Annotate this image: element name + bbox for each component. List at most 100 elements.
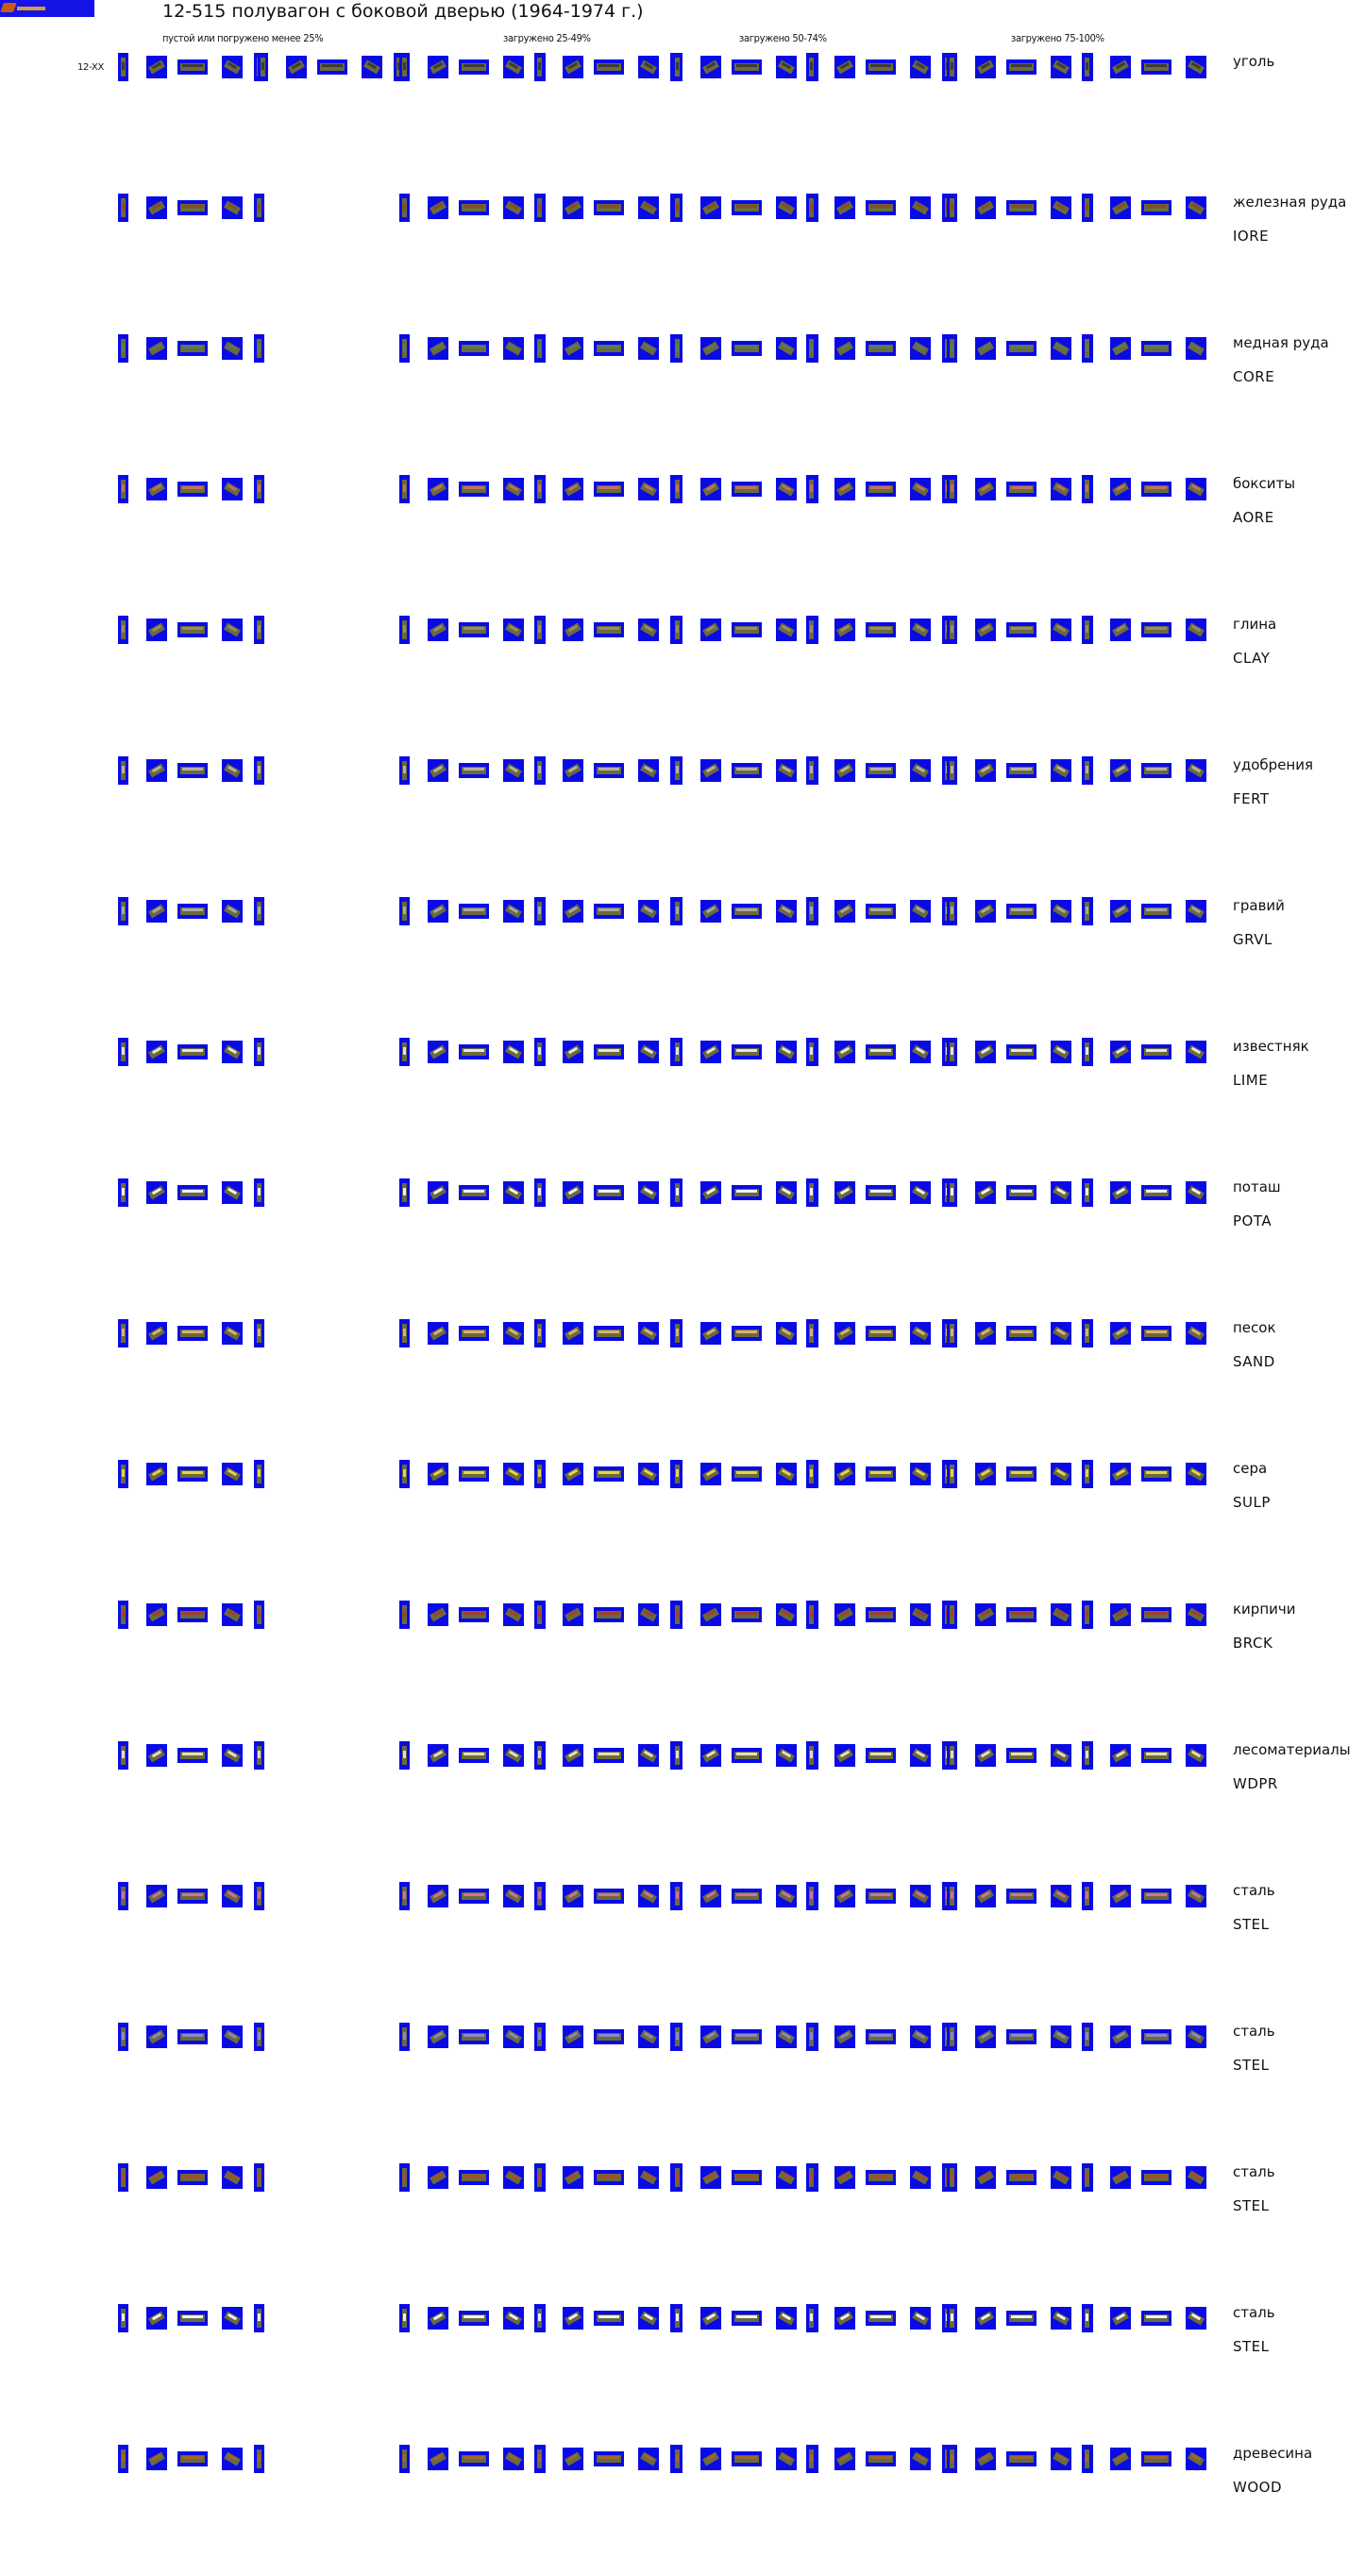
wagon-sprite bbox=[177, 904, 208, 919]
cargo-load-icon bbox=[122, 625, 125, 633]
cargo-load-icon bbox=[598, 346, 619, 348]
wagon-sprite bbox=[776, 1463, 797, 1485]
wagon-sprite bbox=[177, 1607, 208, 1622]
wagon-sprite bbox=[1006, 622, 1036, 637]
wagon-sprite bbox=[732, 1185, 762, 1200]
cargo-load-icon bbox=[951, 62, 953, 70]
cargo-load-icon bbox=[403, 62, 406, 70]
wagon-body-icon bbox=[734, 1892, 759, 1900]
wagon-sprite bbox=[947, 1319, 957, 1347]
wagon-sprite bbox=[146, 1744, 167, 1767]
wagon-body-icon bbox=[1144, 907, 1169, 915]
wagon-sprite bbox=[834, 2307, 855, 2330]
cargo-load-icon bbox=[122, 1047, 125, 1055]
cargo-load-icon bbox=[676, 1188, 679, 1195]
cargo-load-icon bbox=[538, 1751, 541, 1758]
wagon-sprite bbox=[672, 616, 682, 644]
column-header-75: загружено 75-100% bbox=[1011, 32, 1104, 44]
wagon-body-icon bbox=[1009, 1470, 1034, 1478]
cargo-load-icon bbox=[1086, 1188, 1088, 1195]
cargo-code: WDPR bbox=[1233, 1775, 1278, 1792]
cargo-load-icon bbox=[1146, 205, 1167, 208]
cargo-load-icon bbox=[598, 205, 619, 208]
wagon-body-icon bbox=[868, 1330, 893, 1337]
wagon-sprite bbox=[177, 1326, 208, 1341]
cargo-load-icon bbox=[403, 1188, 406, 1195]
cargo-load-icon bbox=[736, 627, 757, 630]
cargo-load-icon bbox=[182, 1612, 203, 1615]
wagon-sprite bbox=[563, 1744, 583, 1767]
wagon-sprite bbox=[806, 2163, 817, 2192]
wagon-sprite bbox=[672, 1601, 682, 1629]
wagon-body-icon bbox=[734, 1048, 759, 1056]
page-title: 12-515 полувагон с боковой дверью (1964-… bbox=[162, 1, 644, 22]
cargo-load-icon bbox=[538, 1329, 541, 1336]
wagon-body-icon bbox=[180, 204, 205, 212]
cargo-load-icon bbox=[182, 1471, 203, 1474]
wagon-body-icon bbox=[1144, 345, 1169, 352]
wagon-sprite bbox=[1141, 904, 1171, 919]
wagon-sprite bbox=[806, 2023, 817, 2051]
wagon-sprite bbox=[1110, 2025, 1131, 2048]
wagon-sprite bbox=[910, 2025, 931, 2048]
wagon-sprite bbox=[399, 475, 410, 503]
wagon-sprite bbox=[910, 619, 931, 641]
cargo-load-icon bbox=[1011, 2034, 1032, 2037]
cargo-load-icon bbox=[1086, 344, 1088, 351]
wagon-body-icon bbox=[734, 626, 759, 634]
wagon-sprite bbox=[459, 2451, 489, 2466]
cargo-name: сталь bbox=[1233, 2163, 1275, 2180]
wagon-sprite bbox=[254, 2163, 264, 2192]
wagon-sprite bbox=[1110, 2448, 1131, 2470]
wagon-sprite bbox=[254, 1038, 264, 1066]
wagon-sprite bbox=[254, 1178, 264, 1207]
cargo-name: уголь bbox=[1233, 53, 1275, 70]
cargo-load-icon bbox=[736, 2175, 757, 2178]
wagon-body-icon bbox=[597, 1189, 621, 1196]
wagon-sprite bbox=[534, 616, 545, 644]
wagon-sprite bbox=[534, 1178, 545, 1207]
wagon-body-icon bbox=[597, 63, 621, 71]
wagon-sprite bbox=[947, 2023, 957, 2051]
wagon-sprite bbox=[776, 1744, 797, 1767]
wagon-sprite bbox=[534, 1882, 545, 1910]
wagon-sprite bbox=[1186, 1885, 1206, 1907]
wagon-sprite bbox=[1006, 1748, 1036, 1763]
wagon-sprite bbox=[222, 2025, 243, 2048]
wagon-sprite bbox=[563, 56, 583, 78]
wagon-sprite bbox=[866, 1185, 896, 1200]
wagon-sprite bbox=[975, 1322, 996, 1345]
wagon-sprite bbox=[638, 2448, 659, 2470]
wagon-sprite bbox=[1186, 478, 1206, 500]
cargo-load-icon bbox=[676, 907, 679, 914]
wagon-sprite bbox=[672, 1178, 682, 1207]
cargo-load-icon bbox=[258, 2313, 261, 2321]
wagon-sprite bbox=[975, 1603, 996, 1626]
wagon-sprite bbox=[732, 1607, 762, 1622]
wagon-sprite bbox=[118, 1178, 128, 1207]
cargo-name: железная руда bbox=[1233, 194, 1347, 211]
cargo-load-icon bbox=[1146, 627, 1167, 630]
wagon-sprite bbox=[1186, 1744, 1206, 1767]
cargo-load-icon bbox=[258, 625, 261, 633]
wagon-sprite bbox=[866, 1326, 896, 1341]
wagon-sprite bbox=[672, 1038, 682, 1066]
wagon-body-icon bbox=[180, 2033, 205, 2041]
wagon-body-icon bbox=[1144, 767, 1169, 774]
cargo-load-icon bbox=[182, 2315, 203, 2318]
cargo-load-icon bbox=[598, 1049, 619, 1052]
cargo-load-icon bbox=[1146, 1330, 1167, 1333]
wagon-body-icon bbox=[462, 907, 486, 915]
cargo-load-icon bbox=[122, 2173, 125, 2180]
wagon-body-icon bbox=[462, 2174, 486, 2181]
wagon-sprite bbox=[563, 2025, 583, 2048]
cargo-load-icon bbox=[676, 62, 679, 70]
wagon-sprite bbox=[776, 2025, 797, 2048]
cargo-load-icon bbox=[182, 768, 203, 771]
wagon-sprite bbox=[638, 619, 659, 641]
wagon-sprite bbox=[806, 1319, 817, 1347]
cargo-load-icon bbox=[1086, 1751, 1088, 1758]
wagon-sprite bbox=[399, 1460, 410, 1488]
wagon-body-icon bbox=[868, 1048, 893, 1056]
wagon-sprite bbox=[975, 2307, 996, 2330]
